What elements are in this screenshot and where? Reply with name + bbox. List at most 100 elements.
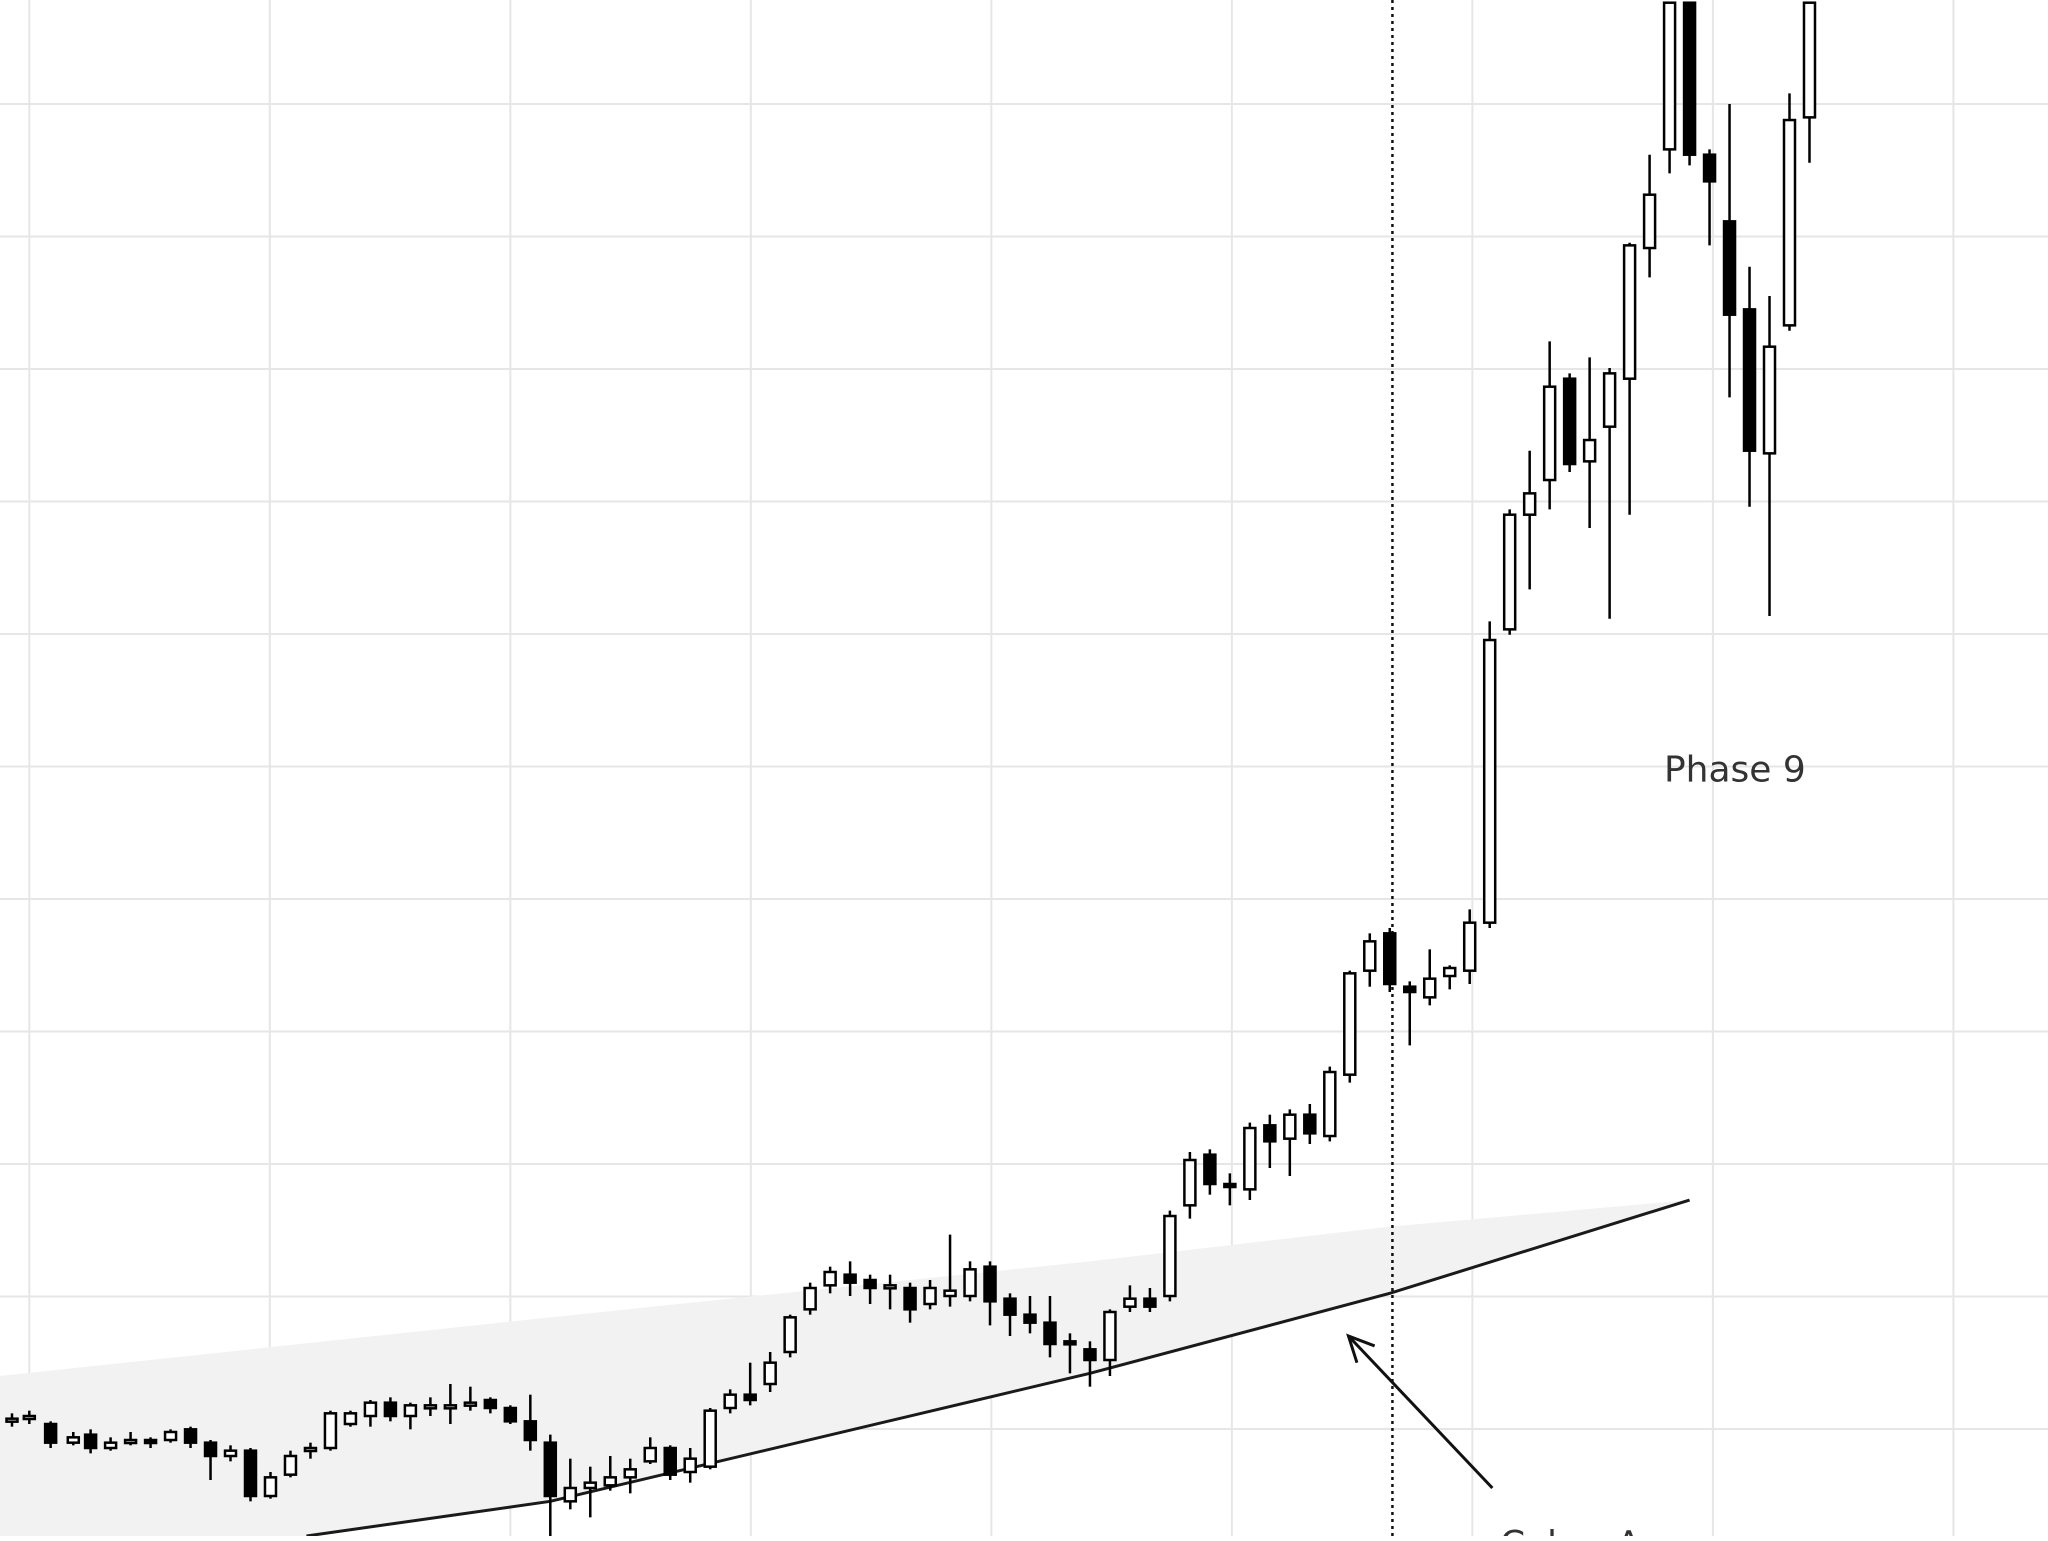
candle: [1642, 154, 1657, 278]
candle-body-up: [943, 1289, 957, 1298]
candle: [5, 1413, 19, 1427]
candle: [1223, 1173, 1237, 1206]
candle-body-up: [1662, 1, 1677, 151]
candle-body-down: [1003, 1297, 1017, 1316]
candle: [743, 1362, 757, 1406]
candle: [1502, 509, 1517, 635]
candle: [1243, 1122, 1257, 1201]
annotations: Phase 9 Cakra Arc: [1346, 749, 1806, 1541]
candle-body-down: [143, 1438, 158, 1445]
candle-body-up: [1363, 940, 1377, 972]
candle-body-up: [763, 1361, 777, 1386]
candle-body-down: [43, 1422, 58, 1444]
candle: [443, 1384, 458, 1425]
candle-body-down: [1083, 1348, 1097, 1362]
candle-body-down: [503, 1406, 518, 1423]
candle: [1343, 970, 1357, 1083]
candle: [303, 1442, 318, 1459]
candle: [1422, 949, 1437, 1006]
candle: [363, 1400, 378, 1427]
candle-body-down: [523, 1420, 538, 1442]
candle-body-up: [123, 1438, 138, 1445]
candle-body-down: [1203, 1153, 1217, 1186]
candle-body-up: [883, 1284, 897, 1290]
candle: [1522, 450, 1537, 590]
candle-body-down: [83, 1433, 98, 1450]
candle-body-down: [1263, 1124, 1277, 1143]
candle: [143, 1437, 158, 1449]
candle: [1542, 341, 1557, 510]
candle-body-up: [66, 1436, 81, 1444]
candle-body-up: [1522, 492, 1537, 516]
candle: [1782, 93, 1797, 331]
candle: [643, 1437, 657, 1465]
candle-body-up: [1622, 244, 1637, 380]
candle: [163, 1429, 178, 1443]
candle: [1203, 1149, 1217, 1195]
candle-body-up: [103, 1441, 118, 1450]
candle: [1123, 1285, 1137, 1313]
candle-body-up: [683, 1457, 697, 1474]
candle: [883, 1274, 897, 1310]
candle-body-down: [1023, 1313, 1037, 1324]
candle-body-up: [1502, 513, 1517, 631]
candle: [983, 1261, 997, 1326]
candle: [83, 1429, 98, 1454]
candle: [1582, 357, 1597, 529]
candle-body-up: [1343, 972, 1357, 1076]
candle-body-up: [343, 1412, 358, 1426]
candle: [1402, 981, 1417, 1046]
candle: [423, 1397, 438, 1417]
candle-body-up: [1782, 118, 1797, 327]
arc-label: Cakra Arc: [1500, 1524, 1675, 1536]
candle: [1143, 1288, 1157, 1313]
candle: [1183, 1152, 1197, 1219]
candle: [963, 1261, 977, 1302]
candle-body-up: [1103, 1310, 1117, 1362]
candle-body-down: [203, 1441, 218, 1458]
candle-body-up: [1762, 345, 1777, 455]
candle-body-up: [263, 1476, 278, 1498]
candle-body-up: [5, 1417, 19, 1423]
candle: [703, 1408, 717, 1470]
arrow-head: [1346, 1333, 1376, 1364]
candle: [863, 1274, 877, 1305]
candle: [1043, 1296, 1057, 1358]
candle-body-up: [1243, 1126, 1257, 1191]
candle: [783, 1314, 797, 1358]
candle: [1722, 104, 1737, 398]
candle: [1023, 1296, 1037, 1334]
candle: [1462, 909, 1477, 985]
candle: [823, 1266, 837, 1294]
candle: [1283, 1109, 1297, 1177]
candle: [383, 1397, 398, 1422]
candle: [803, 1282, 817, 1315]
candle-body-down: [743, 1393, 757, 1402]
candle: [1602, 368, 1617, 619]
candle: [1383, 928, 1397, 993]
candle-body-up: [1642, 193, 1657, 250]
candle: [66, 1432, 81, 1446]
candle-body-up: [1542, 385, 1557, 482]
candle-body-down: [483, 1398, 498, 1410]
candle-body-up: [463, 1401, 478, 1407]
candle: [483, 1397, 498, 1414]
candle-body-down: [843, 1273, 857, 1284]
candle-body-up: [423, 1404, 438, 1410]
candle: [923, 1280, 937, 1310]
candle-body-up: [283, 1454, 298, 1476]
candle-body-up: [623, 1468, 638, 1479]
candle: [1323, 1066, 1337, 1142]
candle-body-up: [1123, 1297, 1137, 1308]
candle: [663, 1445, 677, 1481]
candle-body-up: [1482, 638, 1497, 924]
candle: [343, 1410, 358, 1427]
candle-body-up: [603, 1476, 618, 1487]
candle-body-up: [22, 1414, 37, 1421]
candle-body-down: [1143, 1297, 1157, 1308]
candle: [1163, 1210, 1177, 1302]
candles: [5, 1, 1817, 1536]
candle-body-down: [183, 1428, 198, 1444]
arc-band: [0, 1200, 1690, 1536]
